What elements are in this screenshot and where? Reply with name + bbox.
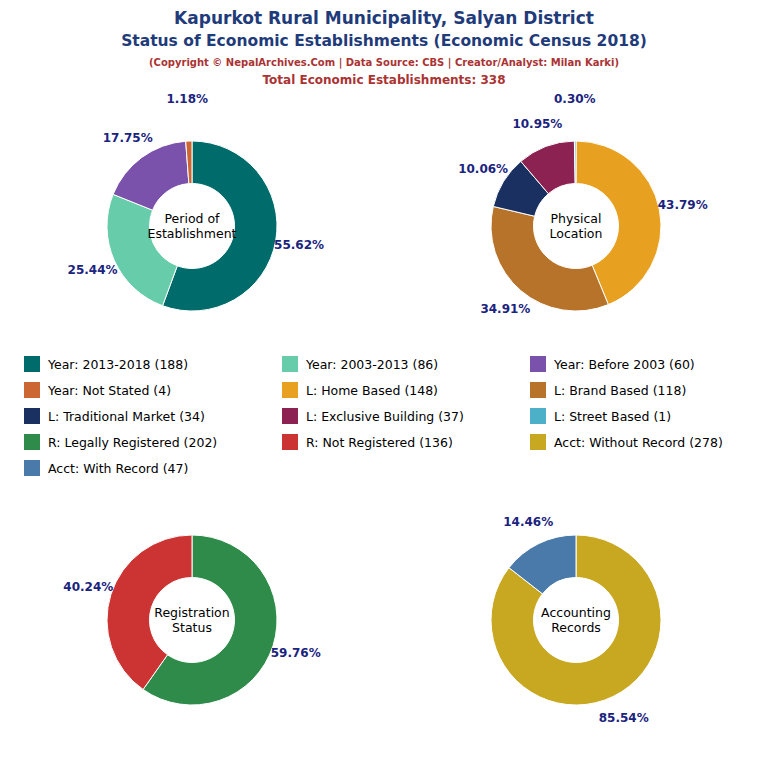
data-label: 14.46%	[503, 515, 553, 529]
title: Status of Economic Establishments (Econo…	[121, 32, 647, 50]
chart-svg: Kapurkot Rural Municipality, Salyan Dist…	[0, 0, 768, 768]
donut-slice	[491, 535, 661, 705]
title: Kapurkot Rural Municipality, Salyan Dist…	[174, 8, 594, 28]
legend-swatch	[282, 356, 298, 372]
legend-label: L: Brand Based (118)	[554, 383, 686, 398]
legend-swatch	[24, 408, 40, 424]
donut-slice	[521, 141, 575, 194]
legend-label: R: Legally Registered (202)	[48, 435, 217, 450]
data-label: 1.18%	[166, 92, 208, 106]
legend-swatch	[530, 408, 546, 424]
data-label: 10.95%	[512, 117, 562, 131]
legend-swatch	[530, 356, 546, 372]
legend-swatch	[24, 434, 40, 450]
legend-swatch	[24, 382, 40, 398]
donut-chart	[491, 141, 661, 311]
data-label: 40.24%	[63, 580, 113, 594]
legend-label: L: Street Based (1)	[554, 409, 671, 424]
donut-slice	[509, 535, 576, 594]
subtitle: Total Economic Establishments: 338	[263, 73, 506, 87]
data-label: 17.75%	[103, 131, 153, 145]
data-label: 34.91%	[480, 302, 530, 316]
legend-label: Year: Before 2003 (60)	[553, 357, 695, 372]
legend-label: R: Not Registered (136)	[306, 435, 453, 450]
legend-swatch	[530, 434, 546, 450]
legend-label: Acct: Without Record (278)	[554, 435, 723, 450]
legend-swatch	[530, 382, 546, 398]
legend-label: L: Traditional Market (34)	[48, 409, 205, 424]
background	[0, 0, 768, 768]
subtitle: (Copyright © NepalArchives.Com | Data So…	[149, 57, 619, 69]
data-label: 85.54%	[599, 711, 649, 725]
donut-slice	[491, 206, 608, 311]
legend-swatch	[282, 382, 298, 398]
chart-container: Kapurkot Rural Municipality, Salyan Dist…	[0, 0, 768, 768]
legend-label: Year: 2013-2018 (188)	[47, 357, 188, 372]
data-label: 59.76%	[271, 646, 321, 660]
legend-label: L: Exclusive Building (37)	[306, 409, 464, 424]
donut-slice	[574, 141, 576, 184]
donut-title: Period ofEstablishment	[148, 211, 237, 241]
donut-chart	[107, 141, 277, 311]
legend-label: Year: 2003-2013 (86)	[305, 357, 438, 372]
legend-label: L: Home Based (148)	[306, 383, 438, 398]
data-label: 10.06%	[458, 162, 508, 176]
data-label: 43.79%	[658, 198, 708, 212]
data-label: 25.44%	[68, 263, 118, 277]
legend: Year: 2013-2018 (188) Year: 2003-2013 (86…	[24, 356, 723, 476]
legend-label: Year: Not Stated (4)	[47, 383, 171, 398]
legend-swatch	[24, 460, 40, 476]
donut-chart	[107, 535, 277, 705]
legend-swatch	[282, 408, 298, 424]
legend-swatch	[282, 434, 298, 450]
data-label: 55.62%	[274, 238, 324, 252]
donut-title: AccountingRecords	[541, 605, 611, 635]
donut-title: RegistrationStatus	[154, 605, 229, 635]
donut-title: PhysicalLocation	[550, 211, 603, 241]
donut-slice	[186, 141, 192, 184]
data-label: 0.30%	[554, 92, 596, 106]
legend-label: Acct: With Record (47)	[48, 461, 188, 476]
legend-swatch	[24, 356, 40, 372]
donut-slice	[113, 141, 189, 210]
donut-chart	[491, 535, 661, 705]
